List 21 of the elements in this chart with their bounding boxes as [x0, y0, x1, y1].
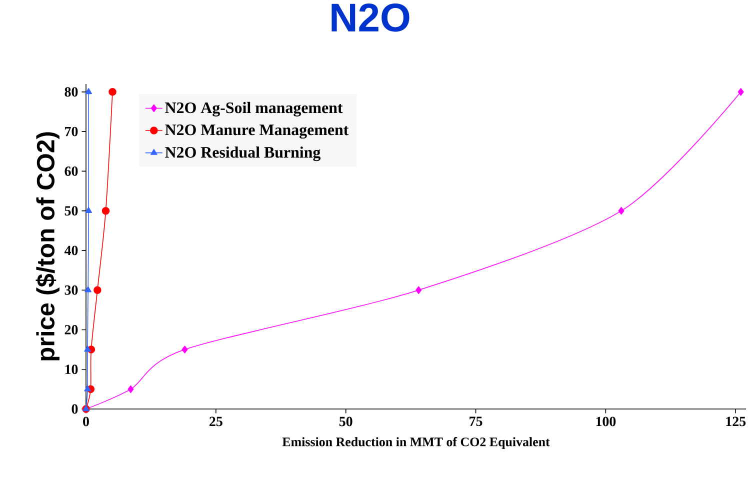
- y-tick-label: 30: [64, 285, 78, 295]
- x-tick-label: 0: [83, 416, 89, 426]
- y-tick-label: 20: [64, 325, 78, 334]
- x-tick-label: 75: [470, 416, 482, 426]
- y-tick-label: 70: [65, 126, 78, 136]
- legend-label: N2O Manure Management: [165, 124, 349, 139]
- y-tick-label: 60: [64, 166, 78, 176]
- x-tick-label: 125: [726, 416, 746, 426]
- y-tick-label: 50: [64, 206, 78, 216]
- x-tick-label: 25: [210, 416, 222, 426]
- x-tick-label: 100: [596, 416, 616, 426]
- y-tick-label: 40: [64, 246, 78, 256]
- chart-title: N2O: [332, 4, 410, 32]
- y-axis-title: price ($/ton of CO2): [36, 132, 60, 360]
- x-axis-title: Emission Reduction in MMT of CO2 Equivalent: [282, 437, 550, 449]
- legend-label: N2O Residual Burning: [165, 146, 321, 162]
- y-tick-label: 80: [64, 87, 78, 97]
- y-tick-label: 10: [65, 364, 78, 374]
- legend-label: N2O Ag-Soil management: [165, 102, 343, 117]
- y-tick-label: 0: [72, 404, 78, 414]
- x-tick-label: 50: [339, 416, 352, 426]
